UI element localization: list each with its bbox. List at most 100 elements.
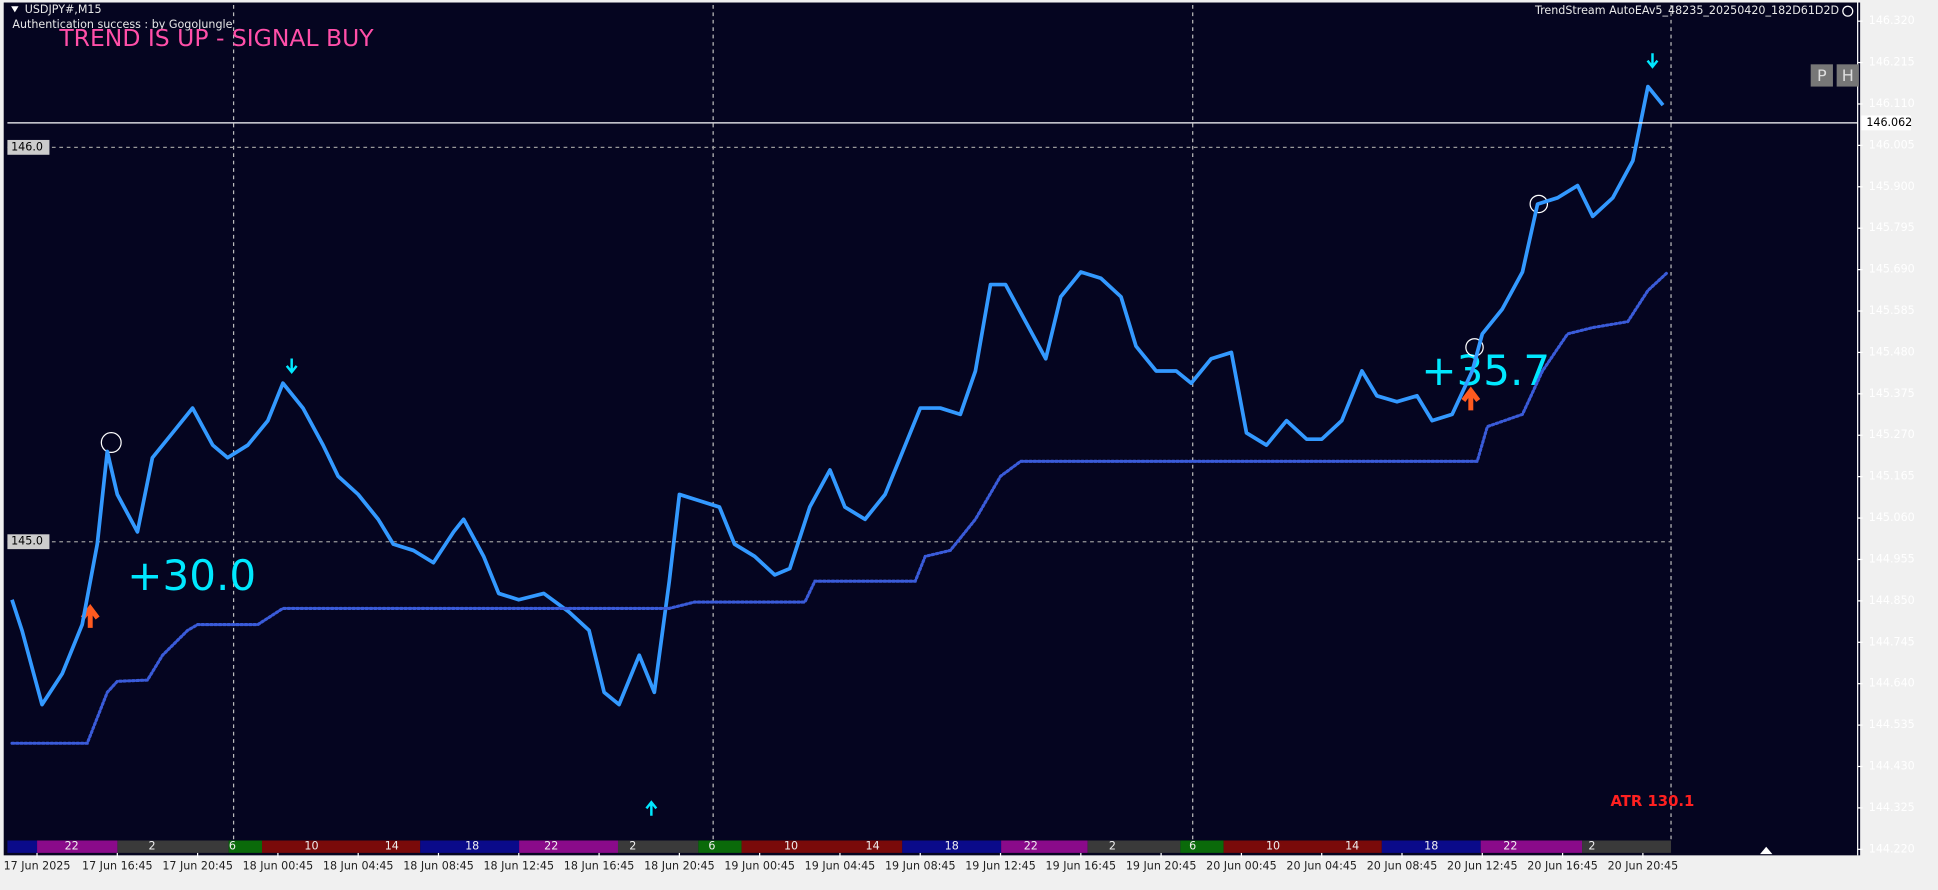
session-segment bbox=[902, 840, 1002, 853]
profit-label: +35.7 bbox=[1421, 346, 1550, 395]
x-tick-label: 17 Jun 2025 bbox=[4, 859, 71, 872]
x-tick-label: 18 Jun 04:45 bbox=[323, 859, 394, 872]
button-p-label[interactable]: P bbox=[1817, 66, 1827, 85]
y-tick-label: 146.005 bbox=[1869, 138, 1915, 151]
x-tick-label: 20 Jun 12:45 bbox=[1447, 859, 1518, 872]
last-price-label: 146.062 bbox=[1866, 116, 1912, 129]
y-tick-label: 146.320 bbox=[1869, 14, 1915, 27]
level-label-box bbox=[7, 534, 50, 550]
x-tick-label: 18 Jun 00:45 bbox=[243, 859, 314, 872]
auth-message: Authentication success : by GogoJungle bbox=[12, 18, 232, 31]
symbol-icon bbox=[11, 6, 19, 13]
session-segment bbox=[1001, 840, 1088, 853]
shift-marker bbox=[1760, 846, 1773, 855]
session-label: 14 bbox=[866, 840, 880, 853]
session-label: 10 bbox=[1266, 840, 1280, 853]
x-tick-label: 20 Jun 16:45 bbox=[1527, 859, 1598, 872]
x-tick-label: 18 Jun 16:45 bbox=[564, 859, 635, 872]
y-tick-label: 144.220 bbox=[1869, 842, 1915, 855]
x-tick-label: 19 Jun 04:45 bbox=[805, 859, 876, 872]
session-segment bbox=[1223, 840, 1382, 853]
button-h[interactable] bbox=[1836, 64, 1859, 87]
y-tick-label: 144.640 bbox=[1869, 677, 1915, 690]
session-segment bbox=[519, 840, 618, 853]
session-label: 6 bbox=[229, 840, 236, 853]
x-tick-label: 20 Jun 08:45 bbox=[1367, 859, 1438, 872]
session-label: 2 bbox=[629, 840, 636, 853]
session-label: 2 bbox=[148, 840, 155, 853]
button-p[interactable] bbox=[1810, 64, 1833, 87]
x-tick-label: 18 Jun 12:45 bbox=[483, 859, 554, 872]
session-segment bbox=[617, 840, 699, 853]
x-tick-label: 17 Jun 16:45 bbox=[82, 859, 153, 872]
session-label: 14 bbox=[385, 840, 399, 853]
y-tick-label: 145.690 bbox=[1869, 263, 1915, 276]
signal-arrow bbox=[645, 800, 658, 816]
session-segment bbox=[1480, 840, 1583, 853]
profit-label: +30.0 bbox=[127, 551, 256, 600]
session-segment bbox=[1180, 840, 1224, 853]
level-label: 145.0 bbox=[11, 535, 43, 548]
button-h-label[interactable]: H bbox=[1842, 66, 1854, 85]
atr-label: ATR 130.1 bbox=[1610, 793, 1694, 810]
y-tick-label: 145.060 bbox=[1869, 511, 1915, 524]
session-label: 22 bbox=[1024, 840, 1038, 853]
x-tick-label: 19 Jun 12:45 bbox=[965, 859, 1036, 872]
session-label: 10 bbox=[784, 840, 798, 853]
session-segment bbox=[37, 840, 118, 853]
ea-icon bbox=[1842, 5, 1854, 17]
session-segment bbox=[262, 840, 421, 853]
y-tick-label: 145.585 bbox=[1869, 304, 1915, 317]
x-tick-label: 19 Jun 08:45 bbox=[885, 859, 956, 872]
y-tick-label: 144.535 bbox=[1869, 718, 1915, 731]
y-tick-label: 145.165 bbox=[1869, 470, 1915, 483]
trade-marker bbox=[1529, 194, 1549, 214]
session-segment bbox=[1582, 840, 1672, 853]
day-separators bbox=[232, 4, 1672, 841]
buy-arrow bbox=[1461, 386, 1481, 411]
session-segment bbox=[117, 840, 229, 853]
x-tick-label: 18 Jun 20:45 bbox=[644, 859, 715, 872]
y-tick-label: 146.110 bbox=[1869, 97, 1915, 110]
session-label: 2 bbox=[1588, 840, 1595, 853]
session-label: 14 bbox=[1345, 840, 1359, 853]
y-tick-label: 144.850 bbox=[1869, 594, 1915, 607]
x-tick-label: 19 Jun 20:45 bbox=[1126, 859, 1197, 872]
session-label: 22 bbox=[1503, 840, 1517, 853]
session-label: 18 bbox=[945, 840, 959, 853]
level-label-box bbox=[7, 139, 50, 155]
session-segment bbox=[228, 840, 263, 853]
y-tick-label: 146.215 bbox=[1869, 56, 1915, 69]
session-label: 18 bbox=[465, 840, 479, 853]
x-tick-label: 19 Jun 00:45 bbox=[724, 859, 795, 872]
x-tick-label: 17 Jun 20:45 bbox=[162, 859, 233, 872]
trade-marker bbox=[100, 432, 122, 454]
level-label: 146.0 bbox=[11, 140, 43, 153]
session-label: 22 bbox=[544, 840, 558, 853]
signal-arrow bbox=[285, 358, 298, 375]
y-tick-label: 145.375 bbox=[1869, 387, 1915, 400]
y-tick-label: 145.795 bbox=[1869, 221, 1915, 234]
symbol: USDJPY#,M15 bbox=[25, 3, 102, 16]
session-segment bbox=[741, 840, 903, 853]
x-tick-label: 20 Jun 00:45 bbox=[1206, 859, 1277, 872]
y-tick-label: 145.480 bbox=[1869, 345, 1915, 358]
session-label: 18 bbox=[1424, 840, 1438, 853]
session-label: 22 bbox=[65, 840, 79, 853]
y-tick-label: 145.900 bbox=[1869, 180, 1915, 193]
x-tick-label: 20 Jun 04:45 bbox=[1286, 859, 1357, 872]
session-label: 2 bbox=[1109, 840, 1116, 853]
last-price-box bbox=[1861, 115, 1911, 131]
x-tick-label: 18 Jun 08:45 bbox=[403, 859, 474, 872]
session-segment bbox=[7, 840, 38, 853]
ea-name: TrendStream AutoEAv5_48235_20250420_182D… bbox=[1534, 4, 1839, 17]
trailing-stop bbox=[10, 270, 1670, 745]
session-label: 6 bbox=[1189, 840, 1196, 853]
y-tick-label: 144.955 bbox=[1869, 552, 1915, 565]
session-label: 6 bbox=[708, 840, 715, 853]
session-segment bbox=[420, 840, 520, 853]
x-tick-label: 20 Jun 20:45 bbox=[1608, 859, 1679, 872]
session-segment bbox=[698, 840, 742, 853]
plot-background bbox=[3, 2, 1861, 856]
